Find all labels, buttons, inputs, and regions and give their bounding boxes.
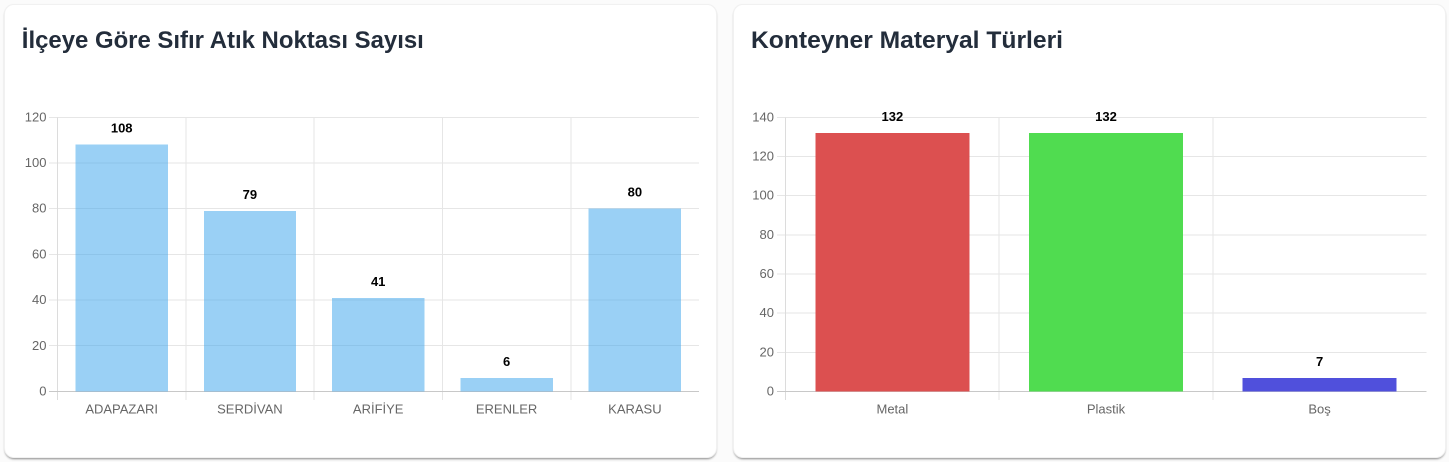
svg-text:İlçeye Göre Sıfır Atık Noktası: İlçeye Göre Sıfır Atık Noktası Sayısı — [22, 27, 424, 54]
svg-text:100: 100 — [752, 188, 774, 203]
svg-text:80: 80 — [628, 185, 642, 200]
svg-text:120: 120 — [25, 109, 47, 124]
svg-text:ERENLER: ERENLER — [476, 402, 537, 417]
svg-text:60: 60 — [760, 266, 774, 281]
svg-text:140: 140 — [752, 109, 774, 124]
svg-text:0: 0 — [39, 384, 46, 399]
svg-text:20: 20 — [32, 338, 46, 353]
svg-text:Konteyner Materyal Türleri: Konteyner Materyal Türleri — [751, 28, 1063, 54]
svg-text:6: 6 — [503, 354, 510, 369]
svg-text:79: 79 — [243, 187, 257, 202]
svg-text:ARİFİYE: ARİFİYE — [353, 402, 404, 417]
svg-text:ADAPAZARI: ADAPAZARI — [85, 402, 158, 417]
svg-text:60: 60 — [32, 247, 46, 262]
svg-text:KARASU: KARASU — [608, 402, 661, 417]
svg-text:0: 0 — [767, 384, 774, 399]
svg-text:80: 80 — [32, 201, 46, 216]
svg-text:132: 132 — [882, 109, 904, 124]
svg-text:108: 108 — [111, 121, 133, 136]
svg-text:Boş: Boş — [1308, 402, 1331, 417]
svg-text:40: 40 — [760, 305, 774, 320]
svg-text:120: 120 — [752, 149, 774, 164]
svg-text:41: 41 — [371, 274, 385, 289]
svg-text:40: 40 — [32, 292, 46, 307]
svg-text:20: 20 — [760, 344, 774, 359]
svg-text:7: 7 — [1316, 354, 1323, 369]
svg-text:Metal: Metal — [877, 402, 909, 417]
svg-text:Plastik: Plastik — [1087, 402, 1126, 417]
svg-text:SERDİVAN: SERDİVAN — [217, 402, 283, 417]
svg-text:80: 80 — [760, 227, 774, 242]
svg-text:132: 132 — [1095, 109, 1117, 124]
svg-text:100: 100 — [25, 155, 47, 170]
